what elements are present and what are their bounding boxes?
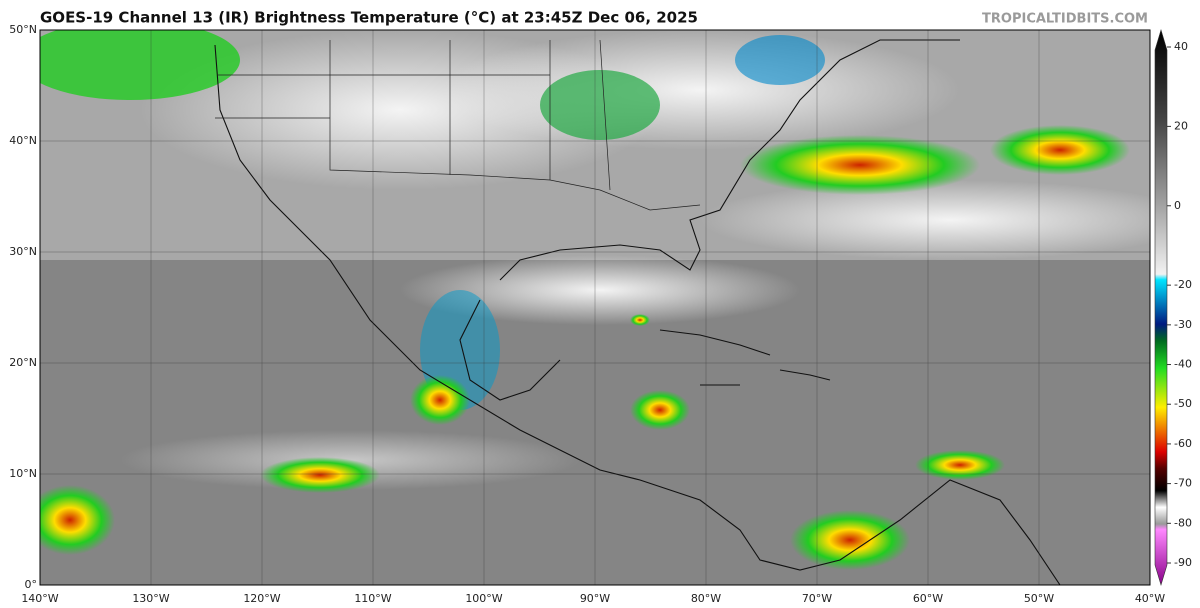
colorbar-label: -40 (1174, 358, 1192, 371)
colorbar-label: 40 (1174, 40, 1188, 53)
colorbar-label: -90 (1174, 556, 1192, 569)
colorbar-label: -60 (1174, 437, 1192, 450)
lon-label: 70°W (802, 592, 832, 605)
colorbar-label: -30 (1174, 318, 1192, 331)
lon-label: 140°W (21, 592, 58, 605)
lon-label: 50°W (1024, 592, 1054, 605)
lon-label: 90°W (580, 592, 610, 605)
lon-label: 100°W (465, 592, 502, 605)
lon-label: 40°W (1135, 592, 1165, 605)
satellite-image (40, 30, 1150, 585)
lat-label: 10°N (9, 467, 37, 480)
title: GOES-19 Channel 13 (IR) Brightness Tempe… (40, 9, 698, 27)
lon-label: 80°W (691, 592, 721, 605)
colorbar-label: 0 (1174, 199, 1181, 212)
colorbar-label: -50 (1174, 397, 1192, 410)
watermark: TROPICALTIDBITS.COM (982, 12, 1148, 27)
lat-label: 50°N (9, 23, 37, 36)
lon-label: 110°W (354, 592, 391, 605)
lon-label: 120°W (243, 592, 280, 605)
colorbar (1154, 28, 1168, 587)
map-frame (39, 29, 1151, 586)
colorbar-label: 20 (1174, 119, 1188, 132)
colorbar-label: -20 (1174, 278, 1192, 291)
lat-label: 0° (25, 578, 38, 591)
lat-label: 40°N (9, 134, 37, 147)
lat-label: 30°N (9, 245, 37, 258)
lat-label: 20°N (9, 356, 37, 369)
lon-label: 130°W (132, 592, 169, 605)
colorbar-label: -70 (1174, 477, 1192, 490)
lon-label: 60°W (913, 592, 943, 605)
colorbar-label: -80 (1174, 516, 1192, 529)
